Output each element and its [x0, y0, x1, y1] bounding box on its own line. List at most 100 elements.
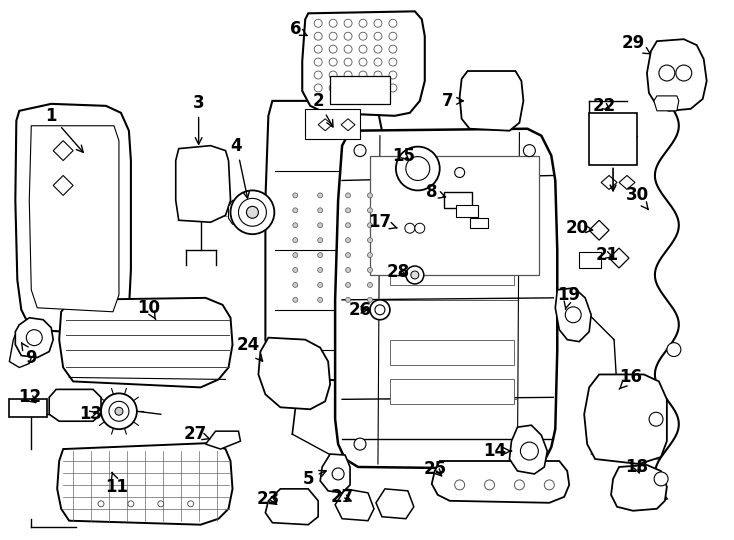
Text: 27: 27 — [330, 488, 354, 506]
Circle shape — [368, 267, 372, 273]
Circle shape — [329, 19, 337, 27]
Circle shape — [676, 65, 691, 81]
Polygon shape — [611, 465, 667, 511]
Polygon shape — [266, 489, 318, 525]
Text: 4: 4 — [230, 137, 250, 198]
Polygon shape — [320, 454, 350, 493]
Circle shape — [368, 282, 372, 287]
Polygon shape — [15, 104, 131, 335]
Circle shape — [370, 300, 390, 320]
Circle shape — [318, 282, 323, 287]
Polygon shape — [53, 140, 73, 160]
Circle shape — [318, 208, 323, 213]
Circle shape — [368, 238, 372, 242]
Text: 8: 8 — [426, 184, 446, 201]
Polygon shape — [341, 119, 355, 131]
Circle shape — [314, 19, 322, 27]
Text: 17: 17 — [368, 213, 397, 231]
Circle shape — [344, 71, 352, 79]
Circle shape — [454, 167, 465, 178]
Circle shape — [329, 45, 337, 53]
Polygon shape — [376, 489, 414, 519]
Circle shape — [389, 71, 397, 79]
Circle shape — [344, 84, 352, 92]
Circle shape — [293, 222, 298, 228]
Polygon shape — [15, 318, 53, 357]
Circle shape — [389, 32, 397, 40]
Polygon shape — [175, 146, 230, 222]
Circle shape — [654, 472, 668, 486]
Circle shape — [354, 438, 366, 450]
Bar — [444, 192, 472, 208]
Polygon shape — [228, 200, 239, 224]
Bar — [305, 109, 360, 139]
Polygon shape — [258, 338, 330, 409]
Text: 21: 21 — [595, 246, 619, 264]
Circle shape — [368, 222, 372, 228]
Polygon shape — [647, 39, 707, 111]
Polygon shape — [57, 443, 233, 525]
Circle shape — [374, 45, 382, 53]
Circle shape — [293, 193, 298, 198]
Circle shape — [406, 157, 430, 180]
Circle shape — [314, 58, 322, 66]
Polygon shape — [10, 325, 33, 368]
Text: 11: 11 — [106, 472, 128, 496]
Circle shape — [346, 193, 351, 198]
Circle shape — [359, 58, 367, 66]
Polygon shape — [388, 193, 436, 272]
Circle shape — [374, 58, 382, 66]
Text: 13: 13 — [79, 405, 103, 423]
Circle shape — [318, 267, 323, 273]
Circle shape — [293, 267, 298, 273]
Circle shape — [314, 32, 322, 40]
Circle shape — [329, 58, 337, 66]
Circle shape — [368, 208, 372, 213]
Polygon shape — [302, 11, 425, 116]
Circle shape — [411, 271, 419, 279]
Bar — [370, 156, 539, 275]
Circle shape — [230, 191, 275, 234]
Circle shape — [318, 253, 323, 258]
Polygon shape — [29, 126, 119, 312]
Circle shape — [523, 438, 535, 450]
Circle shape — [293, 282, 298, 287]
Polygon shape — [609, 248, 629, 268]
Text: 30: 30 — [625, 186, 649, 210]
Text: 28: 28 — [386, 263, 410, 281]
Circle shape — [346, 208, 351, 213]
Text: 12: 12 — [18, 388, 41, 406]
Circle shape — [332, 468, 344, 480]
Circle shape — [389, 45, 397, 53]
Text: 29: 29 — [622, 34, 650, 54]
Circle shape — [128, 501, 134, 507]
Circle shape — [329, 32, 337, 40]
Bar — [579, 252, 601, 268]
Polygon shape — [53, 176, 73, 195]
Polygon shape — [654, 96, 679, 111]
Circle shape — [346, 222, 351, 228]
Circle shape — [520, 442, 538, 460]
Circle shape — [523, 145, 535, 157]
Polygon shape — [509, 425, 548, 474]
Polygon shape — [601, 176, 617, 190]
Text: 16: 16 — [619, 368, 642, 389]
Circle shape — [293, 253, 298, 258]
Circle shape — [329, 71, 337, 79]
Circle shape — [374, 71, 382, 79]
Circle shape — [344, 45, 352, 53]
Polygon shape — [335, 489, 374, 521]
Circle shape — [659, 65, 675, 81]
Text: 18: 18 — [625, 458, 648, 476]
Circle shape — [515, 480, 524, 490]
Circle shape — [374, 19, 382, 27]
Bar — [390, 380, 515, 404]
Circle shape — [26, 330, 43, 346]
Text: 14: 14 — [483, 442, 512, 460]
Circle shape — [293, 298, 298, 302]
Bar — [456, 205, 478, 217]
Circle shape — [359, 71, 367, 79]
Polygon shape — [335, 129, 557, 469]
Circle shape — [389, 58, 397, 66]
Bar — [390, 340, 515, 365]
